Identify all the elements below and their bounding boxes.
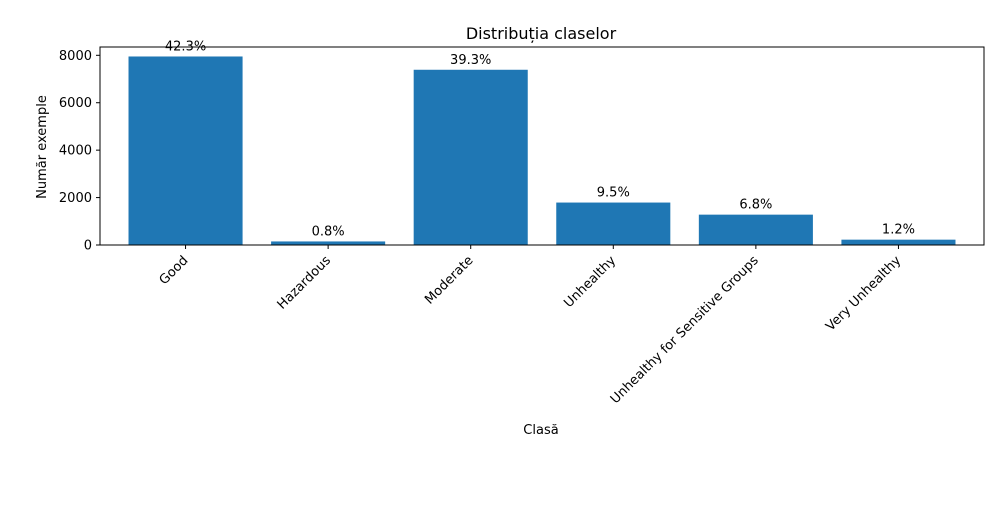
data-label: 39.3% — [450, 53, 491, 68]
x-tick-label: Very Unhealthy — [823, 253, 904, 334]
data-label: 6.8% — [739, 198, 772, 213]
x-tick-label: Unhealthy — [561, 253, 619, 311]
y-tick-label: 4000 — [59, 144, 92, 159]
bar — [556, 202, 671, 245]
data-label: 9.5% — [597, 186, 630, 201]
y-tick-label: 0 — [84, 239, 92, 254]
bar — [413, 69, 528, 245]
x-tick-label: Unhealthy for Sensitive Groups — [608, 253, 762, 407]
data-label: 0.8% — [312, 224, 345, 239]
x-tick-label: Hazardous — [275, 253, 334, 312]
y-tick-label: 8000 — [59, 49, 92, 64]
bar — [128, 56, 243, 245]
y-tick-label: 2000 — [59, 191, 92, 206]
x-tick-label: Good — [157, 253, 192, 288]
plot-area: 42.3%0.8%39.3%9.5%6.8%1.2%02000400060008… — [59, 39, 956, 407]
bar — [841, 239, 956, 245]
data-label: 1.2% — [882, 223, 915, 238]
y-tick-label: 6000 — [59, 96, 92, 111]
bar — [698, 214, 813, 245]
bar — [271, 241, 386, 245]
x-axis-label: Clasă — [523, 423, 558, 438]
chart-title: Distribuția claselor — [466, 24, 617, 43]
x-tick-label: Moderate — [422, 253, 476, 307]
plot-frame — [99, 46, 985, 246]
y-axis-label: Număr exemple — [35, 95, 50, 199]
